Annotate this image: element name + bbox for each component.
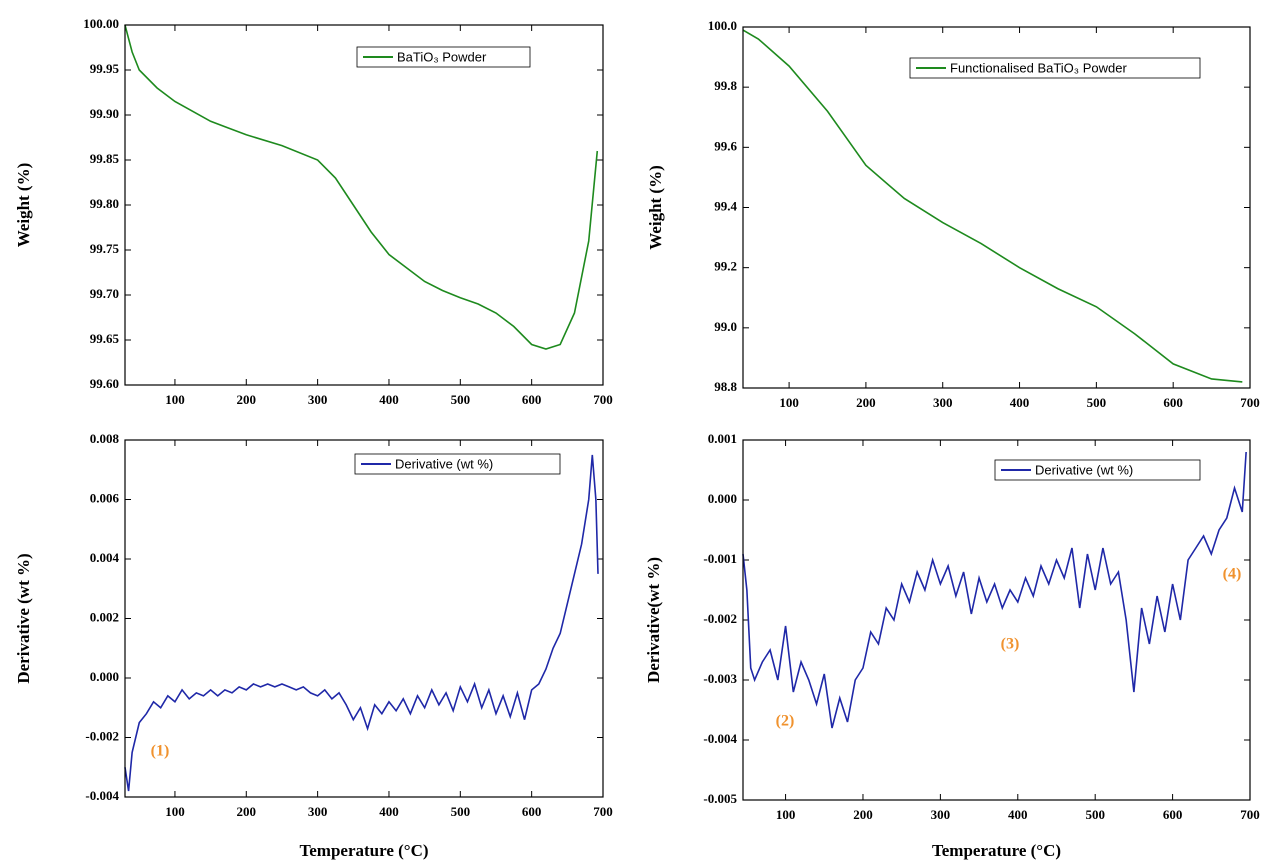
y-tick-label: -0.005 <box>703 791 737 806</box>
x-tick-label: 600 <box>522 392 542 407</box>
x-tick-label: 600 <box>1163 395 1183 410</box>
y-tick-label: -0.004 <box>703 731 737 746</box>
plot-frame <box>124 24 604 386</box>
annotation: (2) <box>776 713 795 730</box>
data-line <box>124 454 599 792</box>
y-tick-label: 0.004 <box>90 550 120 565</box>
legend-label: Functionalised BaTiO₃ Powder <box>950 60 1127 75</box>
x-tick-label: 400 <box>379 804 399 819</box>
x-tick-label: 100 <box>776 807 796 822</box>
y-axis-label: Weight (%) <box>14 163 33 248</box>
x-axis-label: Temperature (°C) <box>932 841 1061 860</box>
y-tick-label: 0.000 <box>90 669 119 684</box>
y-tick-label: 99.4 <box>714 198 737 213</box>
x-tick-label: 100 <box>779 395 799 410</box>
legend-label: Derivative (wt %) <box>395 456 493 471</box>
y-tick-label: -0.001 <box>703 551 737 566</box>
x-tick-label: 400 <box>1010 395 1030 410</box>
x-tick-label: 700 <box>1240 395 1260 410</box>
y-tick-label: 0.000 <box>708 491 737 506</box>
x-tick-label: 700 <box>593 804 613 819</box>
x-tick-label: 300 <box>933 395 953 410</box>
data-line <box>742 29 1243 383</box>
y-tick-label: 99.95 <box>90 61 120 76</box>
x-tick-label: 600 <box>522 804 542 819</box>
annotation: (4) <box>1223 566 1242 583</box>
y-tick-label: 99.8 <box>714 78 737 93</box>
y-axis-label: Derivative (wt %) <box>14 553 33 683</box>
x-tick-label: 500 <box>1087 395 1107 410</box>
x-tick-label: 700 <box>1240 807 1260 822</box>
x-tick-label: 500 <box>1085 807 1105 822</box>
annotation: (1) <box>151 743 170 760</box>
y-tick-label: -0.004 <box>85 788 119 803</box>
x-tick-label: 100 <box>165 804 185 819</box>
legend-box <box>354 453 561 475</box>
data-line <box>124 24 599 350</box>
y-tick-label: 99.60 <box>90 376 119 391</box>
y-tick-label: 100.0 <box>708 18 737 33</box>
annotation: (3) <box>1001 636 1020 653</box>
x-tick-label: 400 <box>1008 807 1028 822</box>
y-tick-label: 99.85 <box>90 151 120 166</box>
x-tick-label: 200 <box>853 807 873 822</box>
data-line <box>742 451 1247 729</box>
y-tick-label: 99.90 <box>90 106 119 121</box>
legend-box <box>909 57 1201 79</box>
y-tick-label: 99.0 <box>714 319 737 334</box>
x-tick-label: 100 <box>165 392 185 407</box>
x-tick-label: 600 <box>1163 807 1183 822</box>
y-tick-label: 0.006 <box>90 490 120 505</box>
y-tick-label: 0.008 <box>90 431 120 446</box>
legend-label: Derivative (wt %) <box>1035 462 1133 477</box>
x-tick-label: 700 <box>593 392 613 407</box>
y-tick-label: 100.00 <box>83 16 119 31</box>
legend-box <box>356 46 531 68</box>
y-tick-label: 99.80 <box>90 196 119 211</box>
x-tick-label: 200 <box>237 804 257 819</box>
x-tick-label: 500 <box>451 804 471 819</box>
y-tick-label: 99.2 <box>714 259 737 274</box>
plot-frame <box>742 26 1251 389</box>
y-tick-label: 99.75 <box>90 241 120 256</box>
y-tick-label: 99.65 <box>90 331 120 346</box>
x-tick-label: 300 <box>308 804 328 819</box>
y-tick-label: -0.002 <box>85 728 119 743</box>
y-axis-label: Derivative(wt %) <box>644 557 663 683</box>
x-tick-label: 300 <box>931 807 951 822</box>
y-tick-label: 0.001 <box>708 431 737 446</box>
y-tick-label: -0.002 <box>703 611 737 626</box>
plot-frame <box>124 439 604 798</box>
x-tick-label: 300 <box>308 392 328 407</box>
x-axis-label: Temperature (°C) <box>299 841 428 860</box>
x-tick-label: 500 <box>451 392 471 407</box>
legend-box <box>994 459 1201 481</box>
y-axis-label: Weight (%) <box>646 165 665 250</box>
y-tick-label: -0.003 <box>703 671 737 686</box>
y-tick-label: 99.70 <box>90 286 119 301</box>
y-tick-label: 98.8 <box>714 379 737 394</box>
plot-frame <box>742 439 1251 801</box>
x-tick-label: 200 <box>856 395 876 410</box>
x-tick-label: 400 <box>379 392 399 407</box>
x-tick-label: 200 <box>237 392 257 407</box>
legend-label: BaTiO₃ Powder <box>397 49 487 64</box>
y-tick-label: 0.002 <box>90 609 119 624</box>
y-tick-label: 99.6 <box>714 138 737 153</box>
